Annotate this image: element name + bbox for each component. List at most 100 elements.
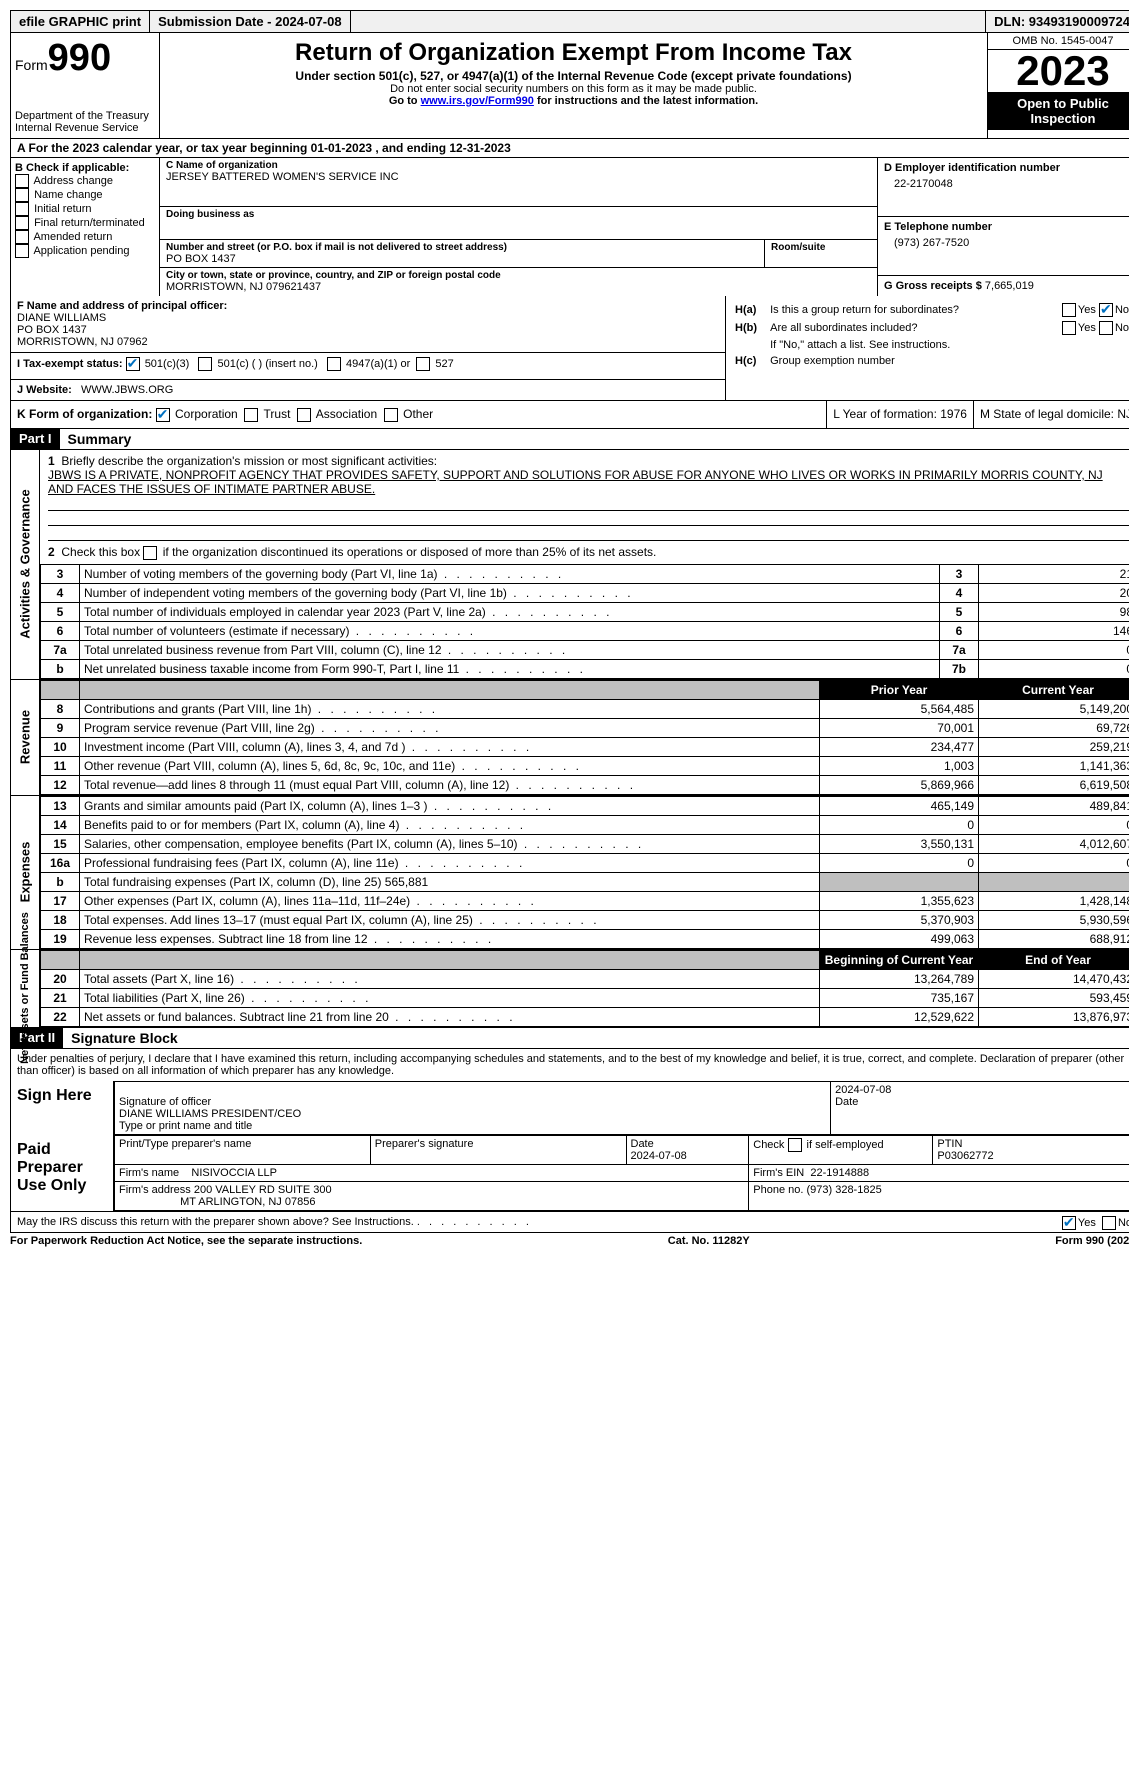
website-value: WWW.JBWS.ORG xyxy=(81,384,173,396)
tel-value: (973) 267-7520 xyxy=(884,233,1129,253)
cb-application[interactable] xyxy=(15,244,29,258)
firm-ein: 22-1914888 xyxy=(810,1167,869,1179)
cb-address-change[interactable] xyxy=(15,174,29,188)
dln: DLN: 93493190009724 xyxy=(985,11,1129,32)
expenses-section: Expenses 13Grants and similar amounts pa… xyxy=(10,796,1129,950)
org-name: JERSEY BATTERED WOMEN'S SERVICE INC xyxy=(166,171,871,183)
cb-ha-no[interactable] xyxy=(1099,303,1113,317)
tax-year: 2023 xyxy=(988,50,1129,92)
netassets-section: Net Assets or Fund Balances Beginning of… xyxy=(10,950,1129,1028)
cb-527[interactable] xyxy=(416,357,430,371)
cb-assoc[interactable] xyxy=(297,408,311,422)
ein-value: 22-2170048 xyxy=(884,174,1129,194)
cb-discuss-yes[interactable] xyxy=(1062,1216,1076,1230)
topbar: efile GRAPHIC print Submission Date - 20… xyxy=(10,10,1129,33)
cb-amended[interactable] xyxy=(15,230,29,244)
phone-value: (973) 328-1825 xyxy=(806,1184,881,1196)
header-right: OMB No. 1545-0047 2023 Open to Public In… xyxy=(988,33,1129,138)
cb-discuss-no[interactable] xyxy=(1102,1216,1116,1230)
cb-final-return[interactable] xyxy=(15,216,29,230)
side-revenue: Revenue xyxy=(18,710,33,764)
cb-trust[interactable] xyxy=(244,408,258,422)
col-h: H(a)Is this a group return for subordina… xyxy=(726,296,1129,400)
footer-mid: Cat. No. 11282Y xyxy=(668,1235,750,1247)
col-c: C Name of organization JERSEY BATTERED W… xyxy=(160,158,877,296)
side-governance: Activities & Governance xyxy=(18,489,33,639)
prep-date: 2024-07-08 xyxy=(631,1150,687,1162)
header-mid: Return of Organization Exempt From Incom… xyxy=(160,33,988,138)
cb-501c3[interactable] xyxy=(126,357,140,371)
officer-name: DIANE WILLIAMS xyxy=(17,312,719,324)
firm-addr-label: Firm's address xyxy=(119,1184,191,1196)
signature-block: Under penalties of perjury, I declare th… xyxy=(10,1049,1129,1233)
dba-label: Doing business as xyxy=(166,209,871,220)
part1-header: Part I xyxy=(11,429,60,449)
section-bcd: B Check if applicable: Address change Na… xyxy=(10,158,1129,296)
header-left: Form990 Department of the Treasury Inter… xyxy=(11,33,160,138)
tax-status-label: I Tax-exempt status: xyxy=(17,358,123,370)
cb-corp[interactable] xyxy=(156,408,170,422)
subtitle-3: Go to www.irs.gov/Form990 for instructio… xyxy=(164,95,983,107)
submission-date: Submission Date - 2024-07-08 xyxy=(150,11,351,32)
side-netassets: Net Assets or Fund Balances xyxy=(19,912,31,1064)
footer-left: For Paperwork Reduction Act Notice, see … xyxy=(10,1235,362,1247)
col-d: D Employer identification number 22-2170… xyxy=(877,158,1129,296)
part1-title: Summary xyxy=(60,429,140,449)
city-value: MORRISTOWN, NJ 079621437 xyxy=(166,281,871,293)
irs-link[interactable]: www.irs.gov/Form990 xyxy=(421,95,534,107)
cb-ha-yes[interactable] xyxy=(1062,303,1076,317)
footer-right: Form 990 (2023) xyxy=(1055,1235,1129,1247)
section-fi: F Name and address of principal officer:… xyxy=(10,296,1129,401)
firm-ein-label: Firm's EIN xyxy=(753,1167,804,1179)
firm-name-label: Firm's name xyxy=(119,1167,179,1179)
sig-date: 2024-07-08 xyxy=(835,1084,891,1096)
expenses-table: 13Grants and similar amounts paid (Part … xyxy=(40,796,1129,949)
revenue-section: Revenue Prior YearCurrent Year8Contribut… xyxy=(10,680,1129,796)
room-label: Room/suite xyxy=(771,242,871,253)
q2-text: Check this box if the organization disco… xyxy=(61,545,656,559)
cb-discontinued[interactable] xyxy=(143,546,157,560)
ptin-value: P03062772 xyxy=(937,1150,993,1162)
cb-hb-yes[interactable] xyxy=(1062,321,1076,335)
firm-name: NISIVOCCIA LLP xyxy=(191,1167,277,1179)
prep-sig-label: Preparer's signature xyxy=(370,1135,626,1164)
ha-text: Is this a group return for subordinates? xyxy=(769,302,1033,318)
cb-name-change[interactable] xyxy=(15,188,29,202)
prep-name-label: Print/Type preparer's name xyxy=(115,1135,371,1164)
firm-addr1: 200 VALLEY RD SUITE 300 xyxy=(194,1184,332,1196)
subtitle-1: Under section 501(c), 527, or 4947(a)(1)… xyxy=(164,69,983,83)
netassets-table: Beginning of Current YearEnd of Year20To… xyxy=(40,950,1129,1027)
state-domicile: M State of legal domicile: NJ xyxy=(973,401,1129,428)
gross-value: 7,665,019 xyxy=(985,280,1034,292)
cb-other[interactable] xyxy=(384,408,398,422)
officer-label: F Name and address of principal officer: xyxy=(17,300,719,312)
col-f: F Name and address of principal officer:… xyxy=(11,296,726,400)
firm-addr2: MT ARLINGTON, NJ 07856 xyxy=(180,1196,315,1208)
cb-self-employed[interactable] xyxy=(788,1138,802,1152)
governance-section: Activities & Governance 1 Briefly descri… xyxy=(10,450,1129,680)
officer-addr2: MORRISTOWN, NJ 07962 xyxy=(17,336,719,348)
hc-text: Group exemption number xyxy=(769,354,1129,368)
sign-here: Sign Here xyxy=(11,1081,114,1135)
hb-note: If "No," attach a list. See instructions… xyxy=(769,338,1129,352)
q1-value: JBWS IS A PRIVATE, NONPROFIT AGENCY THAT… xyxy=(48,468,1103,496)
efile-label: efile GRAPHIC print xyxy=(11,11,150,32)
col-b: B Check if applicable: Address change Na… xyxy=(11,158,160,296)
cb-4947[interactable] xyxy=(327,357,341,371)
form-header: Form990 Department of the Treasury Inter… xyxy=(10,33,1129,139)
part2-title: Signature Block xyxy=(63,1028,186,1048)
city-label: City or town, state or province, country… xyxy=(166,270,871,281)
cb-initial-return[interactable] xyxy=(15,202,29,216)
col-b-header: B Check if applicable: xyxy=(15,162,155,174)
k-label: K Form of organization: xyxy=(17,407,152,421)
addr-label: Number and street (or P.O. box if mail i… xyxy=(166,242,758,253)
sig-type-label: Type or print name and title xyxy=(119,1120,252,1132)
q1-label: Briefly describe the organization's miss… xyxy=(61,454,437,468)
form-title: Return of Organization Exempt From Incom… xyxy=(164,39,983,67)
sig-officer-name: DIANE WILLIAMS PRESIDENT/CEO xyxy=(119,1108,301,1120)
gross-label: G Gross receipts $ xyxy=(884,280,982,292)
cb-501c[interactable] xyxy=(198,357,212,371)
cb-hb-no[interactable] xyxy=(1099,321,1113,335)
revenue-table: Prior YearCurrent Year8Contributions and… xyxy=(40,680,1129,795)
addr-value: PO BOX 1437 xyxy=(166,253,758,265)
